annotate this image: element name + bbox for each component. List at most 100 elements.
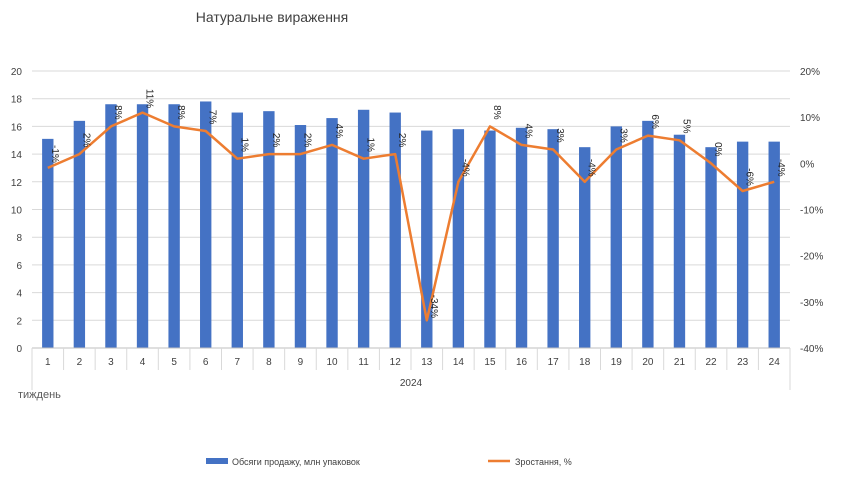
bar-series — [42, 101, 780, 349]
x-tick-label: 23 — [737, 357, 749, 368]
bar — [294, 125, 307, 348]
y-left-tick-label: 14 — [11, 150, 23, 161]
y-left-tick-label: 4 — [16, 289, 22, 300]
x-tick-label: 15 — [484, 357, 496, 368]
line-series — [47, 111, 775, 322]
data-label: 1% — [365, 137, 376, 152]
gridlines — [32, 70, 790, 321]
bar — [326, 118, 338, 348]
y-right-tick-label: 10% — [800, 113, 820, 124]
bar — [579, 147, 591, 348]
data-label: 2% — [301, 133, 312, 148]
data-label: 1% — [238, 137, 249, 152]
bar — [705, 147, 717, 348]
x-tick-label: 17 — [548, 357, 560, 368]
bar — [515, 127, 528, 348]
legend: Обсяги продажу, млн упаковок Зростання, % — [206, 457, 572, 467]
x-tick-label: 21 — [674, 357, 686, 368]
x-tick-label: 4 — [140, 357, 146, 368]
y-left-tick-label: 8 — [16, 233, 22, 244]
y-right-tick-label: -10% — [800, 206, 823, 217]
bar — [673, 134, 686, 348]
data-label: 2% — [270, 133, 281, 148]
growth-line — [47, 111, 775, 322]
y-left-tick-label: 10 — [11, 206, 23, 217]
bar — [421, 130, 433, 348]
data-label: 3% — [617, 128, 628, 143]
y-right-tick-label: -40% — [800, 344, 823, 355]
bar — [484, 130, 496, 348]
data-label: 11% — [144, 89, 155, 108]
x-tick-label: 9 — [298, 357, 304, 368]
bar — [105, 104, 117, 349]
x-tick-label: 7 — [235, 357, 241, 368]
legend-swatch-bars — [206, 458, 228, 464]
data-label: 4% — [333, 124, 344, 139]
y-right-tick-label: -20% — [800, 252, 823, 263]
data-label: 0% — [712, 142, 723, 157]
chart-title: Натуральне вираження — [196, 9, 348, 25]
axes: 02468101214161820-40%-30%-20%-10%0%10%20… — [11, 67, 823, 390]
bar — [389, 112, 401, 348]
data-label: 6% — [649, 114, 660, 129]
data-label: -4% — [586, 159, 597, 177]
x-tick-label: 14 — [453, 357, 465, 368]
data-label: 2% — [80, 133, 91, 148]
bar — [642, 120, 654, 348]
bar — [42, 138, 54, 348]
bar — [610, 126, 622, 349]
y-right-tick-label: 0% — [800, 159, 815, 170]
bar — [768, 141, 780, 348]
y-right-tick-label: -30% — [800, 298, 823, 309]
x-tick-label: 10 — [326, 357, 338, 368]
y-left-tick-label: 20 — [11, 67, 23, 78]
data-label: 4% — [523, 124, 534, 139]
data-label: 5% — [680, 119, 691, 134]
x-tick-label: 1 — [45, 357, 51, 368]
bar — [452, 129, 465, 348]
data-label: -34% — [428, 295, 439, 318]
data-label: 8% — [491, 105, 502, 120]
x-axis-title: тиждень — [18, 389, 61, 401]
data-labels: -1% 2% 8% 11% 8% 7% 1% 2% 2% 4% 1% 2% -34% -4% 8% 4% 3% -… — [49, 89, 786, 318]
x-tick-label: 24 — [769, 357, 781, 368]
data-label: -4% — [459, 159, 470, 177]
x-tick-label: 16 — [516, 357, 528, 368]
legend-label-bars: Обсяги продажу, млн упаковок — [232, 457, 360, 467]
x-tick-label: 5 — [171, 357, 177, 368]
x-tick-label: 13 — [421, 357, 433, 368]
y-left-tick-label: 12 — [11, 178, 23, 189]
x-tick-label: 8 — [266, 357, 272, 368]
bar — [73, 120, 86, 348]
bar — [547, 129, 559, 348]
data-label: -1% — [49, 145, 60, 163]
legend-label-line: Зростання, % — [515, 457, 572, 467]
bar — [357, 109, 370, 348]
x-group-label: 2024 — [400, 378, 423, 389]
x-tick-label: 2 — [77, 357, 83, 368]
data-label: -6% — [744, 168, 755, 186]
data-label: 2% — [396, 133, 407, 148]
y-left-tick-label: 16 — [11, 122, 23, 133]
data-label: -4% — [775, 159, 786, 177]
y-right-tick-label: 20% — [800, 67, 820, 78]
bar — [200, 101, 212, 348]
x-tick-label: 22 — [705, 357, 717, 368]
data-label: 8% — [175, 105, 186, 120]
bar — [168, 104, 180, 349]
x-tick-label: 3 — [108, 357, 114, 368]
bar — [136, 104, 149, 349]
bar — [231, 112, 243, 348]
y-left-tick-label: 0 — [16, 344, 22, 355]
x-tick-label: 20 — [642, 357, 654, 368]
data-label: 8% — [112, 105, 123, 120]
x-tick-label: 12 — [390, 357, 402, 368]
x-tick-label: 11 — [358, 357, 369, 368]
y-left-tick-label: 6 — [16, 261, 22, 272]
bar — [263, 111, 275, 348]
x-tick-label: 18 — [579, 357, 591, 368]
x-tick-label: 19 — [611, 357, 623, 368]
bar — [736, 141, 749, 348]
x-tick-label: 6 — [203, 357, 209, 368]
